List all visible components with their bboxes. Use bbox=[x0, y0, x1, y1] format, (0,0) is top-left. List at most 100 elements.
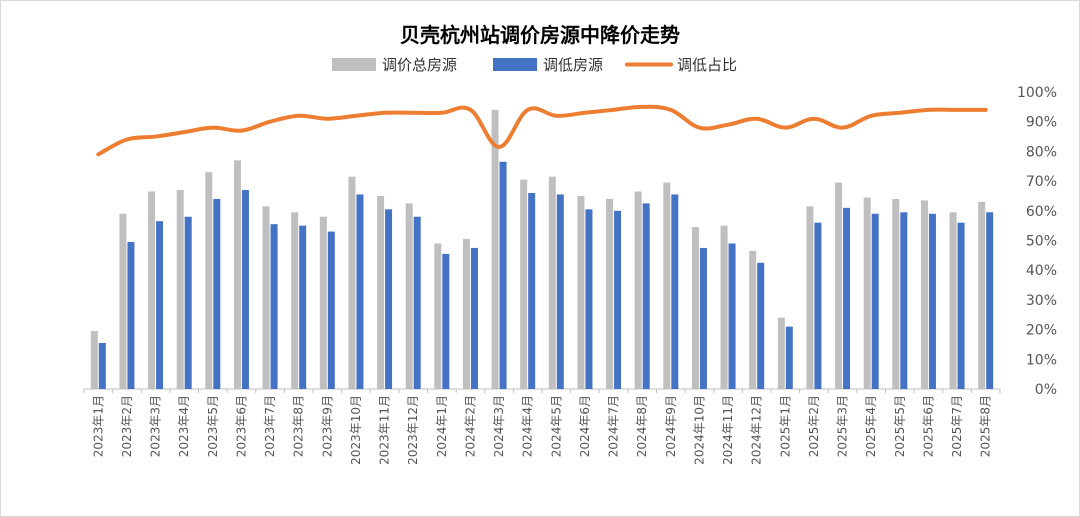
legend-swatch-lowered bbox=[493, 58, 537, 71]
bar-total bbox=[462, 239, 470, 389]
bar-lowered bbox=[843, 207, 851, 389]
legend: 调价总房源 调低房源 调低占比 bbox=[332, 56, 737, 74]
x-tick-label: 2024年7月 bbox=[607, 395, 621, 457]
bar-lowered bbox=[385, 209, 393, 389]
bar-total bbox=[863, 197, 871, 389]
x-tick-label: 2024年11月 bbox=[721, 395, 735, 465]
bar-lowered bbox=[270, 224, 278, 389]
bar-lowered bbox=[785, 326, 793, 389]
bar-total bbox=[319, 216, 327, 389]
x-tick-label: 2024年5月 bbox=[549, 395, 563, 457]
bar-lowered bbox=[585, 209, 593, 389]
legend-swatch-total bbox=[332, 58, 376, 71]
bar-total bbox=[978, 201, 986, 389]
bar-total bbox=[434, 243, 442, 389]
bar-lowered bbox=[499, 161, 507, 389]
y-tick-label: 60% bbox=[1026, 204, 1057, 220]
x-tick-label: 2025年1月 bbox=[778, 395, 792, 457]
bar-total bbox=[777, 317, 785, 389]
bar-total bbox=[606, 198, 614, 389]
bar-lowered bbox=[213, 198, 221, 389]
y-tick-label: 30% bbox=[1026, 293, 1057, 309]
y-tick-label: 100% bbox=[1017, 85, 1057, 101]
bar-total bbox=[348, 176, 356, 389]
x-tick-label: 2023年5月 bbox=[206, 395, 220, 457]
y-tick-label: 10% bbox=[1026, 352, 1057, 368]
bar-total bbox=[548, 176, 556, 389]
bar-lowered bbox=[299, 225, 307, 389]
bar-total bbox=[491, 109, 499, 389]
x-tick-label: 2025年3月 bbox=[836, 395, 850, 457]
bar-total bbox=[720, 225, 728, 389]
bar-lowered bbox=[642, 203, 650, 390]
ratio-line-series bbox=[96, 104, 988, 157]
bar-total bbox=[663, 182, 671, 389]
x-tick-label: 2024年4月 bbox=[521, 395, 535, 457]
x-tick-label: 2024年6月 bbox=[578, 395, 592, 457]
x-tick-label: 2023年3月 bbox=[149, 395, 163, 457]
x-tick-label: 2025年7月 bbox=[950, 395, 964, 457]
x-tick-label: 2025年6月 bbox=[921, 395, 935, 457]
x-tick-label: 2025年2月 bbox=[807, 395, 821, 457]
x-tick-label: 2023年11月 bbox=[378, 395, 392, 465]
bar-lowered bbox=[957, 222, 965, 389]
x-tick-label: 2023年1月 bbox=[91, 395, 105, 457]
bar-lowered bbox=[413, 216, 421, 389]
x-tick-label: 2023年4月 bbox=[177, 395, 191, 457]
bar-total bbox=[291, 212, 299, 389]
bars-total-series bbox=[90, 109, 986, 390]
y-tick-label: 50% bbox=[1026, 234, 1057, 250]
bar-lowered bbox=[98, 342, 106, 389]
bar-lowered bbox=[814, 222, 822, 389]
bar-lowered bbox=[470, 247, 478, 389]
x-tick-label: 2023年2月 bbox=[120, 395, 134, 457]
x-tick-label: 2023年7月 bbox=[263, 395, 277, 457]
bar-total bbox=[577, 195, 585, 389]
x-tick-label: 2024年9月 bbox=[664, 395, 678, 457]
x-tick-label: 2023年12月 bbox=[406, 395, 420, 465]
bar-total bbox=[233, 160, 241, 389]
x-tick-label: 2023年6月 bbox=[234, 395, 248, 457]
bar-lowered bbox=[928, 213, 936, 389]
bar-total bbox=[377, 195, 385, 389]
bar-lowered bbox=[156, 221, 164, 389]
bar-lowered bbox=[184, 216, 192, 389]
bar-total bbox=[806, 206, 814, 389]
x-tick-label: 2023年8月 bbox=[292, 395, 306, 457]
bar-total bbox=[205, 172, 213, 389]
bar-lowered bbox=[699, 247, 707, 389]
bar-lowered bbox=[671, 194, 679, 389]
bar-lowered bbox=[556, 194, 564, 389]
bar-total bbox=[405, 203, 413, 390]
bar-total bbox=[749, 250, 757, 389]
y-tick-label: 70% bbox=[1026, 174, 1057, 190]
x-tick-label: 2023年9月 bbox=[320, 395, 334, 457]
x-tick-label: 2024年1月 bbox=[435, 395, 449, 457]
bar-lowered bbox=[327, 231, 335, 389]
bar-lowered bbox=[728, 243, 736, 389]
bar-total bbox=[835, 182, 843, 389]
bar-lowered bbox=[442, 253, 450, 389]
chart-title: 贝壳杭州站调价房源中降价走势 bbox=[400, 23, 680, 47]
bar-total bbox=[920, 200, 928, 389]
x-axis-ticks: 2023年1月 2023年2月 2023年3月 2023年4月 2023年5月 2023年… bbox=[83, 389, 1001, 465]
x-tick-label: 2024年10月 bbox=[692, 395, 706, 465]
y-axis-ticks: 0% 10% 20% 30% 40% 50% 60% 70% 80% 90% 100% bbox=[1017, 85, 1057, 398]
x-tick-label: 2024年12月 bbox=[750, 395, 764, 465]
bars-lowered-series bbox=[98, 161, 994, 390]
y-tick-label: 80% bbox=[1026, 144, 1057, 160]
bar-lowered bbox=[757, 262, 765, 389]
legend-label-ratio: 调低占比 bbox=[677, 56, 737, 74]
y-tick-label: 90% bbox=[1026, 115, 1057, 131]
bar-total bbox=[90, 331, 98, 389]
bar-total bbox=[119, 213, 127, 389]
bar-lowered bbox=[986, 212, 994, 389]
legend-label-total: 调价总房源 bbox=[382, 56, 457, 74]
bar-lowered bbox=[356, 194, 364, 389]
bar-total bbox=[520, 179, 528, 389]
bar-total bbox=[148, 191, 156, 389]
bar-total bbox=[634, 191, 642, 389]
x-tick-label: 2025年4月 bbox=[864, 395, 878, 457]
